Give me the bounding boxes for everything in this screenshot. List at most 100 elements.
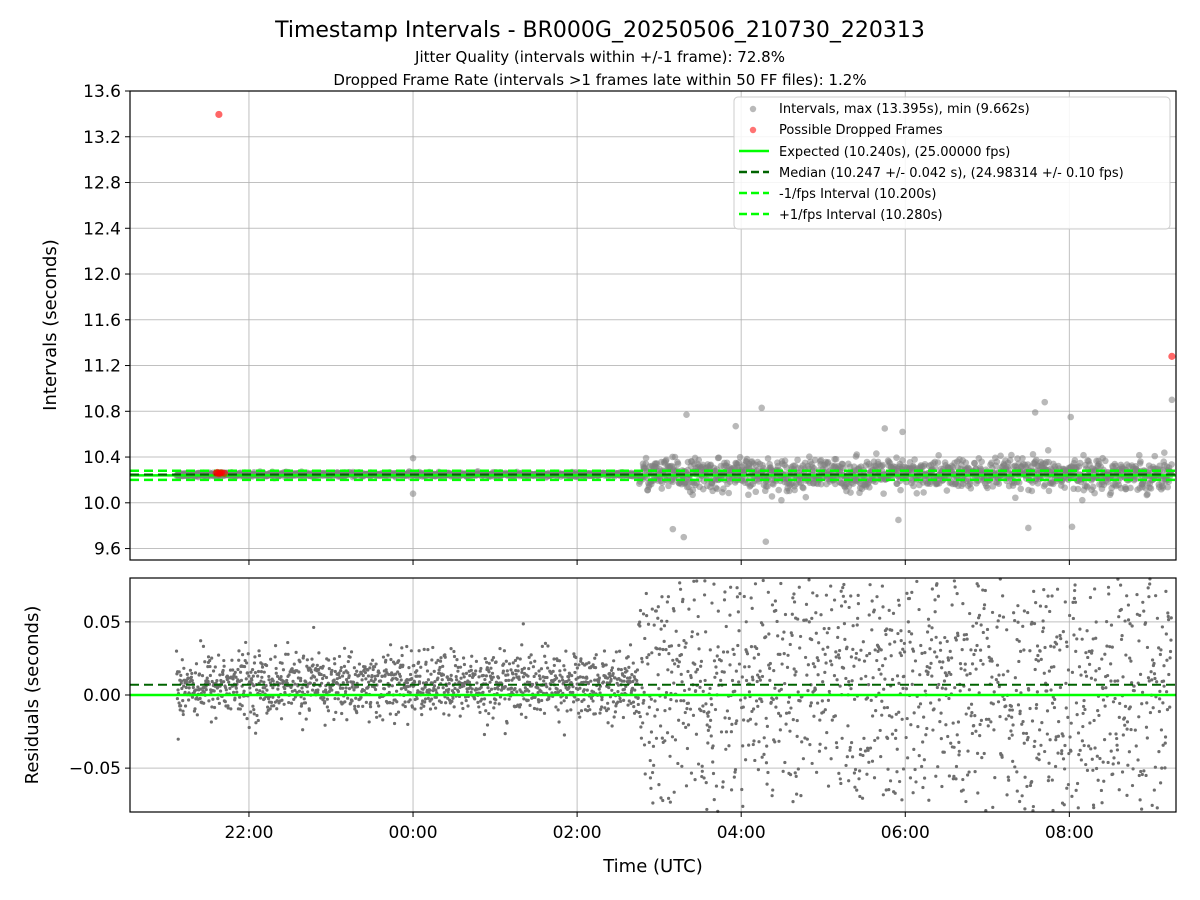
residual-point bbox=[818, 718, 822, 722]
residual-point bbox=[695, 667, 700, 672]
residual-point bbox=[681, 721, 685, 725]
residual-point bbox=[1056, 751, 1060, 755]
residual-point bbox=[504, 678, 508, 683]
residual-point bbox=[251, 674, 255, 678]
residual-point bbox=[976, 791, 980, 795]
residual-point bbox=[528, 703, 532, 707]
residual-point bbox=[730, 722, 734, 726]
residual-point bbox=[181, 712, 185, 717]
residual-point bbox=[932, 707, 936, 711]
residual-point bbox=[731, 647, 735, 651]
residual-point bbox=[960, 648, 964, 652]
residual-point bbox=[377, 671, 381, 675]
residual-point bbox=[876, 736, 880, 740]
interval-point bbox=[786, 487, 793, 495]
residual-point bbox=[695, 579, 699, 583]
residual-point bbox=[211, 697, 215, 701]
residual-point bbox=[849, 594, 853, 598]
residual-point bbox=[958, 689, 962, 693]
residual-point bbox=[1083, 670, 1088, 674]
residual-point bbox=[741, 744, 745, 748]
residual-point bbox=[1037, 752, 1041, 756]
residual-point bbox=[610, 666, 614, 670]
residual-point bbox=[796, 617, 800, 621]
residual-point bbox=[557, 720, 561, 724]
residual-point bbox=[751, 707, 756, 711]
residual-point bbox=[323, 699, 327, 704]
residual-point bbox=[879, 672, 883, 676]
residual-point bbox=[203, 660, 207, 664]
residual-point bbox=[995, 663, 1000, 667]
interval-point bbox=[1067, 413, 1075, 421]
residual-point bbox=[911, 669, 915, 673]
residual-point bbox=[1068, 613, 1072, 618]
residual-point bbox=[821, 647, 825, 651]
residual-point bbox=[197, 672, 202, 676]
residual-point bbox=[1011, 759, 1015, 763]
residual-point bbox=[616, 667, 621, 671]
residual-point bbox=[874, 709, 878, 713]
residual-point bbox=[462, 675, 466, 679]
residual-point bbox=[573, 670, 577, 675]
residual-point bbox=[875, 658, 879, 663]
residual-point bbox=[455, 657, 459, 662]
residual-point bbox=[440, 678, 444, 682]
residual-point bbox=[989, 720, 993, 724]
residual-point bbox=[289, 701, 294, 705]
residual-point bbox=[879, 754, 883, 759]
residual-point bbox=[405, 644, 409, 649]
residual-point bbox=[405, 681, 410, 685]
residual-point bbox=[933, 610, 937, 614]
residual-point bbox=[804, 602, 809, 607]
residual-point bbox=[650, 770, 655, 775]
residual-point bbox=[682, 688, 687, 693]
residual-point bbox=[304, 717, 308, 721]
interval-point bbox=[715, 454, 723, 461]
residual-point bbox=[794, 774, 798, 778]
residual-point bbox=[719, 730, 724, 734]
residual-point bbox=[793, 771, 797, 775]
residual-point bbox=[671, 658, 675, 662]
residual-point bbox=[810, 637, 814, 642]
residual-point bbox=[311, 688, 315, 692]
residual-point bbox=[540, 698, 544, 703]
residual-point bbox=[651, 801, 655, 805]
residual-point bbox=[1072, 596, 1077, 601]
residual-point bbox=[713, 675, 717, 679]
residual-point bbox=[439, 656, 443, 660]
intervals-y-axis-label: Intervals (seconds) bbox=[40, 239, 61, 411]
residual-point bbox=[1048, 738, 1052, 742]
residual-point bbox=[604, 663, 608, 667]
residual-point bbox=[661, 798, 665, 803]
residual-point bbox=[885, 627, 889, 631]
residual-point bbox=[788, 773, 793, 777]
residual-point bbox=[594, 653, 598, 657]
residual-point bbox=[711, 771, 716, 776]
residual-point bbox=[1047, 669, 1051, 673]
residual-point bbox=[388, 712, 392, 716]
residual-point bbox=[1028, 783, 1033, 788]
residual-point bbox=[217, 701, 221, 705]
residual-point bbox=[862, 659, 867, 663]
residual-point bbox=[532, 674, 536, 679]
residual-point bbox=[863, 749, 868, 753]
residual-point bbox=[881, 793, 885, 797]
residual-point bbox=[922, 776, 927, 780]
residual-point bbox=[854, 656, 858, 660]
residual-point bbox=[507, 697, 511, 701]
residual-point bbox=[794, 670, 798, 674]
residual-point bbox=[390, 684, 394, 688]
residual-point bbox=[806, 663, 810, 667]
residual-point bbox=[575, 666, 579, 670]
residual-point bbox=[808, 704, 813, 708]
residual-point bbox=[511, 672, 515, 676]
residual-point bbox=[663, 739, 667, 743]
residual-point bbox=[505, 721, 509, 725]
residual-point bbox=[327, 667, 331, 671]
interval-point bbox=[879, 461, 887, 469]
residual-point bbox=[265, 711, 269, 715]
residual-point bbox=[889, 654, 893, 658]
residual-point bbox=[699, 659, 704, 663]
interval-point bbox=[775, 486, 782, 494]
residual-point bbox=[582, 698, 586, 702]
